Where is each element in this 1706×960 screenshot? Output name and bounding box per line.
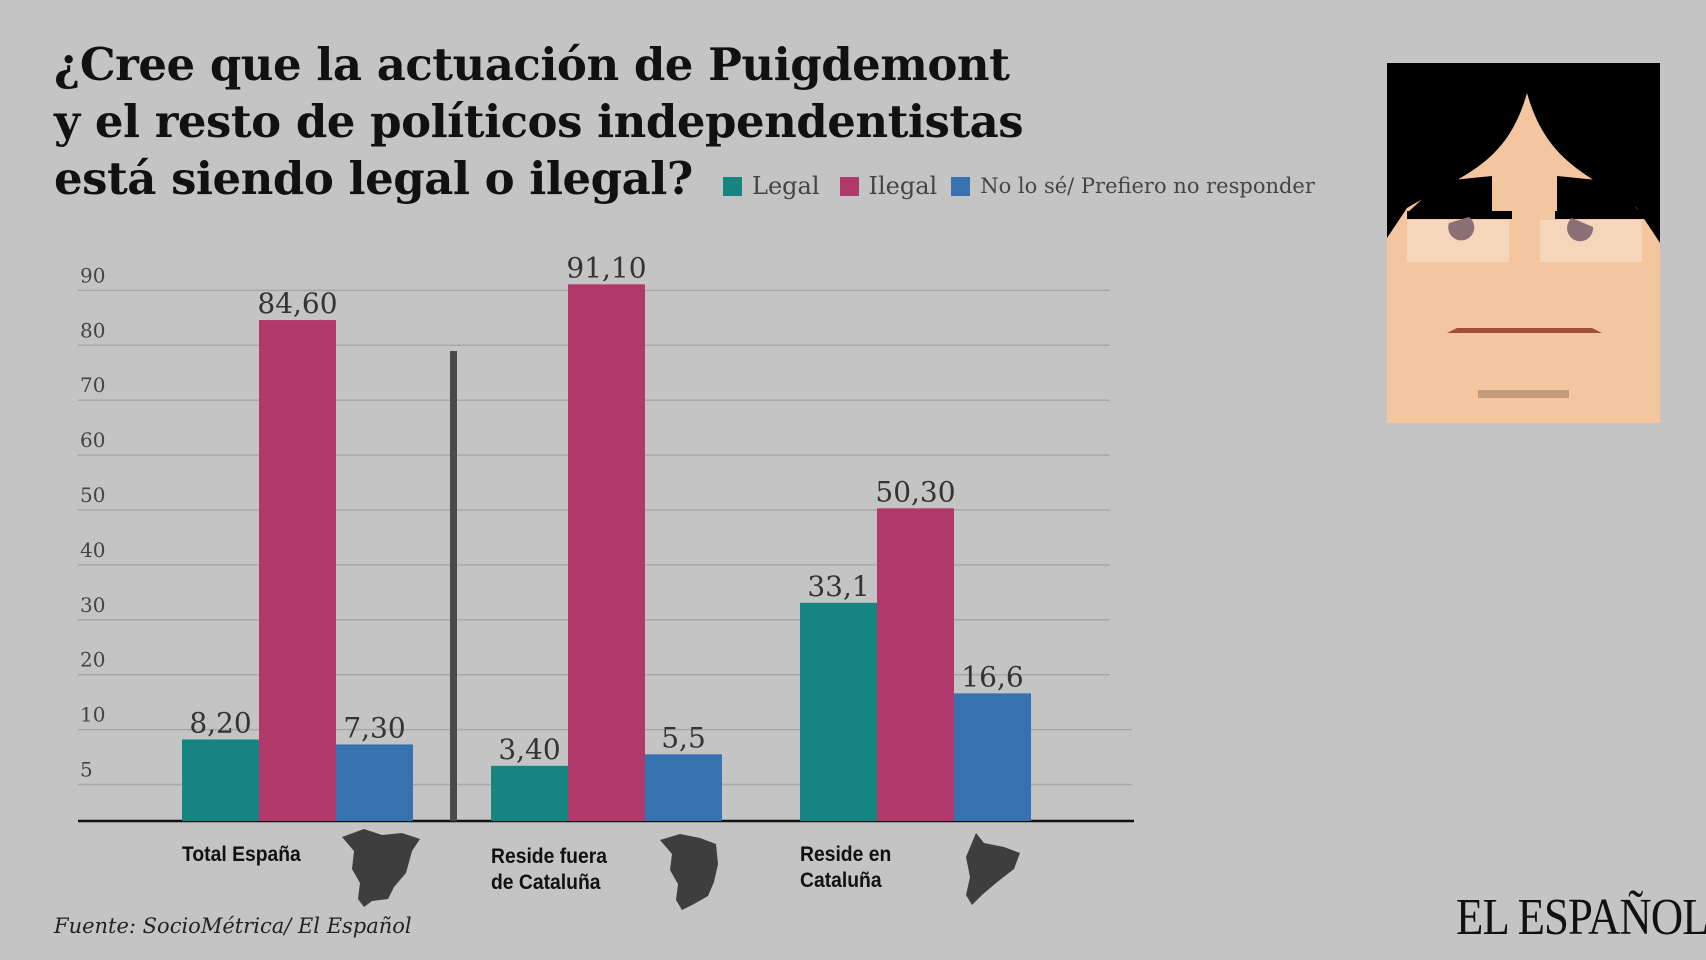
y-tick-label: 90 bbox=[80, 263, 105, 287]
category-label: Total España bbox=[182, 842, 301, 868]
y-tick-label: 5 bbox=[80, 758, 93, 782]
y-tick-label: 30 bbox=[80, 593, 105, 617]
category-label-line: Total España bbox=[182, 843, 301, 866]
catalonia-map-icon bbox=[966, 833, 1020, 905]
title-line: está siendo legal o ilegal? bbox=[54, 152, 693, 205]
data-label: 91,10 bbox=[566, 251, 646, 284]
data-label: 16,6 bbox=[961, 660, 1023, 693]
category-label-line: Reside fuera bbox=[491, 845, 607, 868]
title-line: y el resto de políticos independentistas bbox=[54, 95, 1024, 148]
bar-ilegal bbox=[259, 320, 336, 821]
y-tick-label: 70 bbox=[80, 373, 105, 397]
el-espanol-logo: EL ESPAÑOL bbox=[1456, 889, 1706, 946]
category-label-line: Cataluña bbox=[800, 869, 882, 892]
legend-label: No lo sé/ Prefiero no responder bbox=[980, 174, 1315, 198]
legend-label: Legal bbox=[752, 172, 820, 200]
data-label: 50,30 bbox=[875, 475, 955, 508]
bar-no bbox=[954, 693, 1031, 821]
data-label: 8,20 bbox=[189, 706, 251, 739]
data-label: 84,60 bbox=[257, 287, 337, 320]
legend-label: Ilegal bbox=[868, 172, 938, 200]
bar-ilegal bbox=[568, 284, 645, 822]
category-label-line: Reside en bbox=[800, 843, 892, 866]
legend-swatch bbox=[839, 176, 859, 196]
y-tick-label: 50 bbox=[80, 483, 105, 507]
legend-item-legal: Legal bbox=[723, 172, 820, 200]
bar-legal bbox=[491, 765, 568, 821]
puigdemont-caricature-icon bbox=[1387, 63, 1660, 423]
bar-ilegal bbox=[877, 508, 954, 821]
legend-item-no-sabe: No lo sé/ Prefiero no responder bbox=[951, 174, 1315, 198]
category-label: Reside fuera de Cataluña bbox=[491, 844, 607, 896]
data-label: 5,5 bbox=[661, 721, 706, 754]
group-divider bbox=[450, 351, 457, 821]
legend-swatch bbox=[723, 176, 742, 196]
bar-no bbox=[645, 754, 722, 821]
chart-title: ¿Cree que la actuación de Puigdemont y e… bbox=[54, 36, 1024, 207]
data-label: 7,30 bbox=[343, 711, 405, 744]
y-tick-label: 80 bbox=[80, 318, 105, 342]
legend-item-ilegal: Ilegal bbox=[839, 172, 938, 200]
y-tick-label: 10 bbox=[80, 703, 105, 727]
category-label-line: de Cataluña bbox=[491, 871, 601, 894]
data-label: 3,40 bbox=[498, 733, 560, 766]
spain-map-icon bbox=[342, 829, 420, 907]
bar-legal bbox=[800, 602, 877, 821]
y-tick-label: 60 bbox=[80, 428, 105, 452]
legend: Legal Ilegal No lo sé/ Prefiero no respo… bbox=[723, 172, 1329, 200]
y-tick-label: 40 bbox=[80, 538, 105, 562]
legend-swatch bbox=[951, 176, 971, 196]
data-label: 33,1 bbox=[807, 570, 869, 603]
title-line: ¿Cree que la actuación de Puigdemont bbox=[54, 38, 1010, 91]
bar-no bbox=[336, 744, 413, 821]
source-note: Fuente: SocioMétrica/ El Español bbox=[54, 914, 412, 938]
category-label: Reside en Cataluña bbox=[800, 842, 891, 894]
bar-legal bbox=[182, 739, 259, 821]
y-tick-label: 20 bbox=[80, 648, 105, 672]
spain-without-catalonia-map-icon bbox=[660, 834, 718, 910]
